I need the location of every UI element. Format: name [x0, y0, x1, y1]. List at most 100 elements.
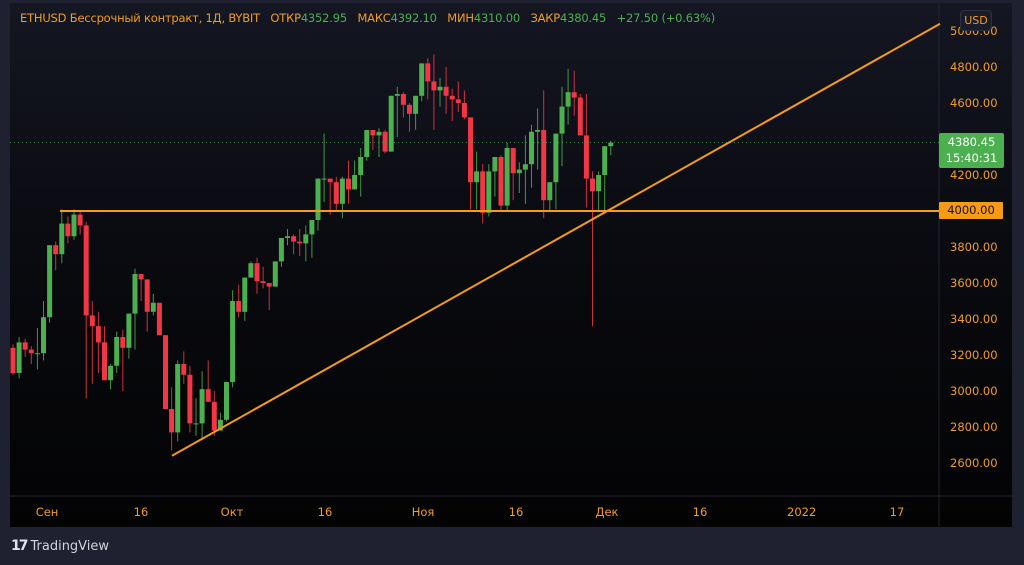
candle — [144, 279, 150, 332]
candle — [102, 326, 107, 381]
candle — [529, 124, 534, 188]
time-tick-label: 16 — [317, 505, 333, 519]
candle-series — [10, 54, 614, 451]
time-tick-label: 16 — [692, 505, 708, 519]
currency-button[interactable]: USD — [960, 10, 992, 31]
candle — [327, 178, 333, 215]
candle — [297, 229, 303, 256]
close-label: ЗАКР — [530, 11, 560, 25]
time-tick-label: 2022 — [787, 505, 817, 519]
candle — [437, 77, 443, 107]
candle — [492, 157, 498, 197]
candle — [480, 164, 486, 224]
price-tick-label: 2600.00 — [950, 456, 998, 470]
low-value: 4310.00 — [473, 11, 520, 25]
time-tick-label: Дек — [595, 505, 619, 519]
candle — [114, 331, 120, 373]
open-label: ОТКР — [270, 11, 301, 25]
open-value: 4352.95 — [300, 11, 347, 25]
candle — [187, 365, 193, 433]
candle — [346, 160, 351, 204]
candle — [236, 284, 242, 318]
drawings-layer[interactable] — [10, 22, 941, 457]
candle — [358, 148, 364, 197]
candle — [95, 311, 101, 373]
low-label: МИН — [447, 11, 474, 25]
candle — [364, 130, 370, 161]
candle — [242, 277, 248, 321]
candle — [138, 274, 144, 301]
candle — [278, 238, 284, 267]
candle — [602, 146, 608, 213]
tradingview-logo[interactable]: 17 TradingView — [11, 538, 109, 554]
time-tick-label: 16 — [508, 505, 524, 519]
candle — [53, 241, 59, 271]
high-label: МАКС — [357, 11, 391, 25]
candle — [71, 209, 77, 240]
candle — [309, 220, 315, 258]
candle — [486, 164, 492, 217]
candle — [431, 54, 437, 130]
time-tick-label: Окт — [220, 505, 244, 519]
candle — [461, 90, 467, 120]
candle — [468, 117, 473, 210]
candle — [541, 90, 547, 219]
candle — [175, 360, 181, 442]
candle — [34, 328, 40, 370]
candle — [83, 221, 89, 399]
bar-countdown: 15:40:31 — [945, 151, 998, 165]
candle — [156, 302, 162, 336]
trend-line[interactable] — [171, 22, 941, 457]
candle — [370, 130, 376, 150]
candle — [266, 283, 272, 310]
candle — [224, 382, 229, 422]
candle — [65, 216, 71, 244]
time-tick-label: 16 — [133, 505, 149, 519]
candle — [516, 162, 522, 193]
candle — [303, 225, 309, 262]
candle — [583, 94, 589, 208]
price-tick-label: 3600.00 — [950, 276, 998, 290]
candle — [510, 148, 516, 201]
candle — [291, 234, 297, 255]
last-price-value: 4380.45 — [947, 135, 996, 149]
candle — [498, 155, 504, 211]
candle — [181, 351, 187, 384]
price-tick-label: 4200.00 — [950, 168, 998, 182]
candle — [382, 130, 388, 154]
candle — [388, 95, 394, 152]
candle — [47, 245, 53, 323]
symbol-legend: ETHUSD Бессрочный контракт, 1Д, BYBIT ОТ… — [20, 11, 715, 25]
symbol-title: ETHUSD Бессрочный контракт, 1Д, BYBIT — [20, 11, 260, 25]
time-tick-label: Сен — [35, 505, 59, 519]
candle — [254, 257, 260, 294]
candle — [28, 346, 34, 364]
candle — [547, 182, 553, 211]
time-tick-label: Ноя — [411, 505, 435, 519]
candle — [413, 95, 419, 130]
last-price-tag: 4380.45 15:40:31 — [939, 133, 1004, 168]
price-tick-label: 3000.00 — [950, 384, 998, 398]
candle — [89, 301, 95, 384]
price-tick-label: 4800.00 — [950, 60, 998, 74]
close-value: 4380.45 — [560, 11, 607, 25]
candle — [425, 58, 431, 100]
price-tick-label: 3800.00 — [950, 240, 998, 254]
candle — [22, 338, 28, 357]
candle — [230, 290, 236, 388]
candle — [272, 261, 278, 287]
candle — [77, 211, 83, 235]
candle — [163, 335, 168, 409]
candle — [16, 337, 22, 379]
candle — [199, 371, 205, 440]
candle — [400, 92, 406, 118]
candle — [504, 142, 510, 211]
tradingview-wordmark: TradingView — [30, 538, 110, 554]
candle — [352, 160, 358, 190]
candle — [260, 266, 266, 289]
candle — [608, 140, 614, 156]
change-value: +27.50 (+0.63%) — [616, 11, 716, 25]
price-tick-label: 3200.00 — [950, 348, 998, 362]
candle — [59, 209, 65, 264]
